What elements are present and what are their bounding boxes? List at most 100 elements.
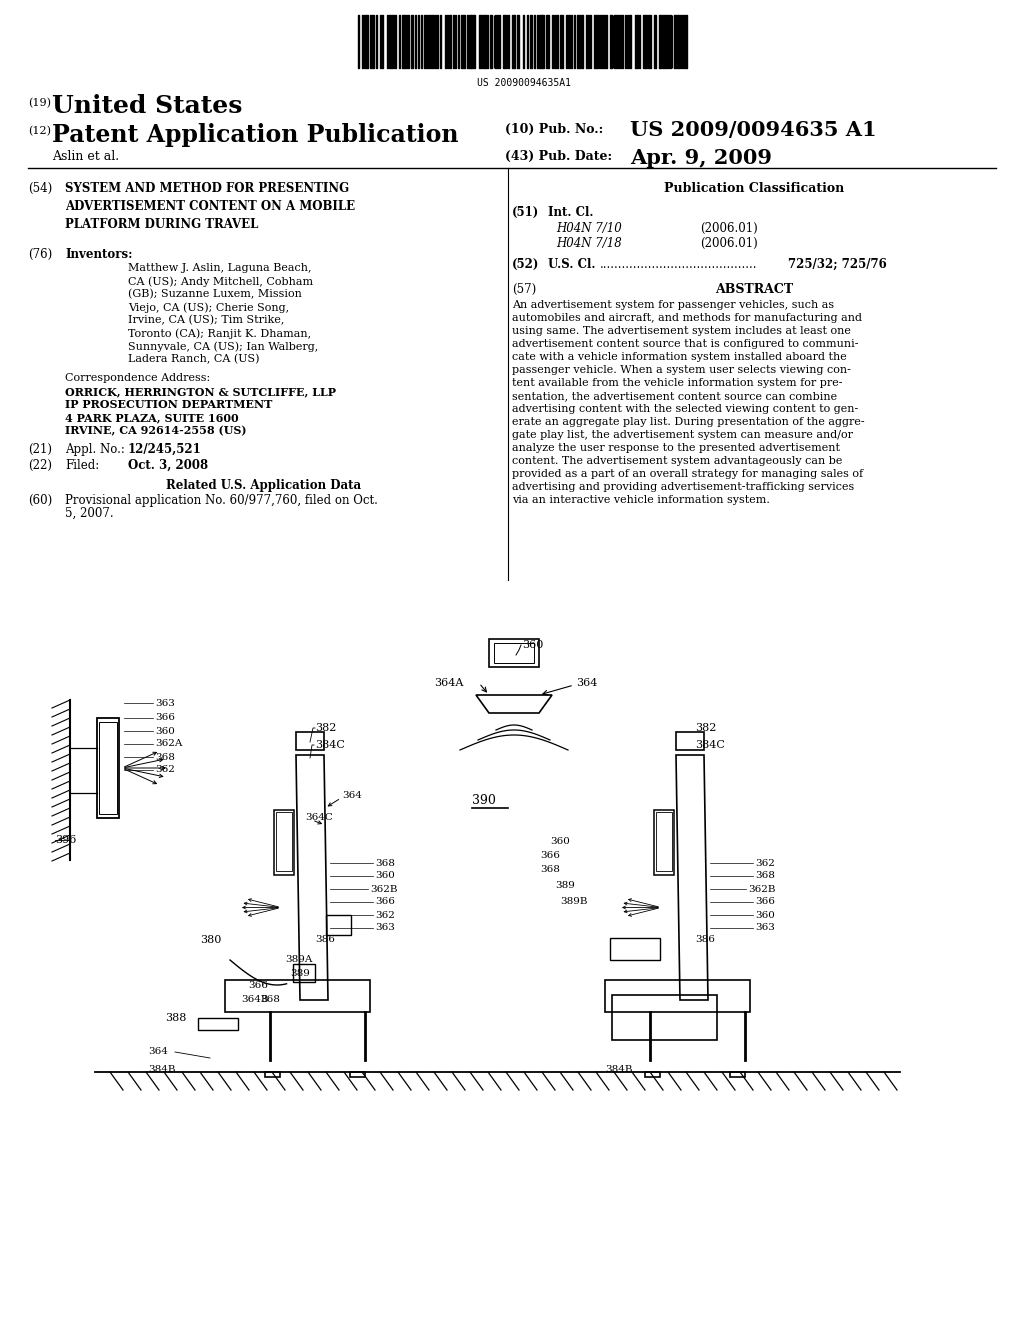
Bar — [730, 1072, 745, 1077]
Text: (54): (54) — [28, 182, 52, 195]
Text: 366: 366 — [540, 851, 560, 861]
Text: 380: 380 — [200, 935, 221, 945]
Text: 384B: 384B — [605, 1065, 633, 1074]
Text: SYSTEM AND METHOD FOR PRESENTING
ADVERTISEMENT CONTENT ON A MOBILE
PLATFORM DURI: SYSTEM AND METHOD FOR PRESENTING ADVERTI… — [65, 182, 355, 231]
Bar — [612, 995, 717, 1040]
Text: cate with a vehicle information system installed aboard the: cate with a vehicle information system i… — [512, 352, 847, 362]
Text: Publication Classification: Publication Classification — [664, 182, 844, 195]
Text: Appl. No.:: Appl. No.: — [65, 444, 125, 455]
Text: 5, 2007.: 5, 2007. — [65, 507, 114, 520]
Bar — [605, 979, 750, 1012]
Text: Apr. 9, 2009: Apr. 9, 2009 — [630, 148, 772, 168]
Text: 388: 388 — [165, 1012, 186, 1023]
Bar — [225, 979, 370, 1012]
Text: United States: United States — [52, 94, 243, 117]
Text: 362B: 362B — [748, 884, 775, 894]
Text: IRVINE, CA 92614-2558 (US): IRVINE, CA 92614-2558 (US) — [65, 425, 247, 436]
Text: (76): (76) — [28, 248, 52, 261]
Text: 364A: 364A — [434, 678, 464, 688]
Text: 360: 360 — [375, 871, 395, 880]
Text: 366: 366 — [755, 898, 775, 907]
Bar — [676, 733, 705, 750]
Text: sentation, the advertisement content source can combine: sentation, the advertisement content sou… — [512, 391, 838, 401]
Text: 363: 363 — [155, 698, 175, 708]
Text: 389: 389 — [555, 882, 574, 891]
Text: 364: 364 — [342, 792, 361, 800]
Bar — [97, 718, 119, 818]
Text: 364B: 364B — [242, 995, 268, 1005]
Text: 366: 366 — [248, 981, 268, 990]
Text: 4 PARK PLAZA, SUITE 1600: 4 PARK PLAZA, SUITE 1600 — [65, 412, 239, 422]
Text: 368: 368 — [540, 866, 560, 874]
Bar — [645, 1072, 660, 1077]
Text: content. The advertisement system advantageously can be: content. The advertisement system advant… — [512, 455, 843, 466]
Text: US 20090094635A1: US 20090094635A1 — [477, 78, 571, 88]
Text: 366: 366 — [155, 714, 175, 722]
Text: advertisement content source that is configured to communi-: advertisement content source that is con… — [512, 339, 858, 348]
Text: (19): (19) — [28, 98, 51, 108]
Text: (43) Pub. Date:: (43) Pub. Date: — [505, 150, 612, 162]
Text: 386: 386 — [695, 936, 715, 945]
Text: 360: 360 — [155, 726, 175, 735]
Text: Patent Application Publication: Patent Application Publication — [52, 123, 459, 147]
Text: U.S. Cl.: U.S. Cl. — [548, 257, 596, 271]
Bar — [198, 1018, 238, 1030]
Text: passenger vehicle. When a system user selects viewing con-: passenger vehicle. When a system user se… — [512, 366, 851, 375]
Text: 362A: 362A — [155, 739, 182, 748]
Text: Irvine, CA (US); Tim Strike,: Irvine, CA (US); Tim Strike, — [128, 315, 285, 325]
Bar — [494, 643, 534, 663]
Text: Int. Cl.: Int. Cl. — [548, 206, 594, 219]
Bar — [274, 810, 294, 875]
Bar — [265, 1072, 280, 1077]
Text: 366: 366 — [375, 898, 395, 907]
Text: H04N 7/10: H04N 7/10 — [556, 222, 622, 235]
Text: 362: 362 — [755, 858, 775, 867]
Text: 389A: 389A — [285, 956, 312, 965]
Text: (60): (60) — [28, 494, 52, 507]
Text: Aslin et al.: Aslin et al. — [52, 150, 119, 162]
Text: 384B: 384B — [148, 1065, 175, 1074]
Text: 363: 363 — [375, 924, 395, 932]
Text: 390: 390 — [472, 793, 496, 807]
Text: 360: 360 — [755, 911, 775, 920]
Text: (52): (52) — [512, 257, 540, 271]
Text: gate play list, the advertisement system can measure and/or: gate play list, the advertisement system… — [512, 430, 853, 440]
Text: Inventors:: Inventors: — [65, 248, 132, 261]
Bar — [293, 964, 315, 982]
Bar — [654, 810, 674, 875]
Text: ..........................................: ........................................… — [600, 257, 758, 271]
Text: 384C: 384C — [315, 741, 345, 750]
Bar — [350, 1072, 365, 1077]
Bar — [489, 639, 539, 667]
Text: (21): (21) — [28, 444, 52, 455]
Text: Ladera Ranch, CA (US): Ladera Ranch, CA (US) — [128, 354, 259, 364]
Text: (2006.01): (2006.01) — [700, 222, 758, 235]
Text: CA (US); Andy Mitchell, Cobham: CA (US); Andy Mitchell, Cobham — [128, 276, 313, 286]
Bar — [276, 812, 292, 871]
Text: provided as a part of an overall strategy for managing sales of: provided as a part of an overall strateg… — [512, 469, 863, 479]
Text: (57): (57) — [512, 282, 537, 296]
Bar — [296, 733, 324, 750]
Text: (GB); Suzanne Luxem, Mission: (GB); Suzanne Luxem, Mission — [128, 289, 302, 300]
Text: 362B: 362B — [370, 884, 397, 894]
Text: An advertisement system for passenger vehicles, such as: An advertisement system for passenger ve… — [512, 300, 835, 310]
Bar — [99, 722, 117, 814]
Text: (12): (12) — [28, 125, 51, 136]
Text: (10) Pub. No.:: (10) Pub. No.: — [505, 123, 603, 136]
Text: Related U.S. Application Data: Related U.S. Application Data — [167, 479, 361, 492]
Text: 12/245,521: 12/245,521 — [128, 444, 202, 455]
Bar — [326, 915, 351, 935]
Text: 382: 382 — [695, 723, 717, 733]
Text: via an interactive vehicle information system.: via an interactive vehicle information s… — [512, 495, 770, 506]
Text: 368: 368 — [260, 995, 280, 1005]
Text: using same. The advertisement system includes at least one: using same. The advertisement system inc… — [512, 326, 851, 337]
Text: advertising content with the selected viewing content to gen-: advertising content with the selected vi… — [512, 404, 858, 414]
Text: 389B: 389B — [560, 898, 588, 907]
Text: (22): (22) — [28, 459, 52, 473]
Text: Correspondence Address:: Correspondence Address: — [65, 374, 210, 383]
Text: advertising and providing advertisement-trafficking services: advertising and providing advertisement-… — [512, 482, 854, 492]
Text: Sunnyvale, CA (US); Ian Walberg,: Sunnyvale, CA (US); Ian Walberg, — [128, 341, 318, 351]
Text: 360: 360 — [550, 837, 570, 846]
Text: Oct. 3, 2008: Oct. 3, 2008 — [128, 459, 208, 473]
Text: 386: 386 — [315, 936, 335, 945]
